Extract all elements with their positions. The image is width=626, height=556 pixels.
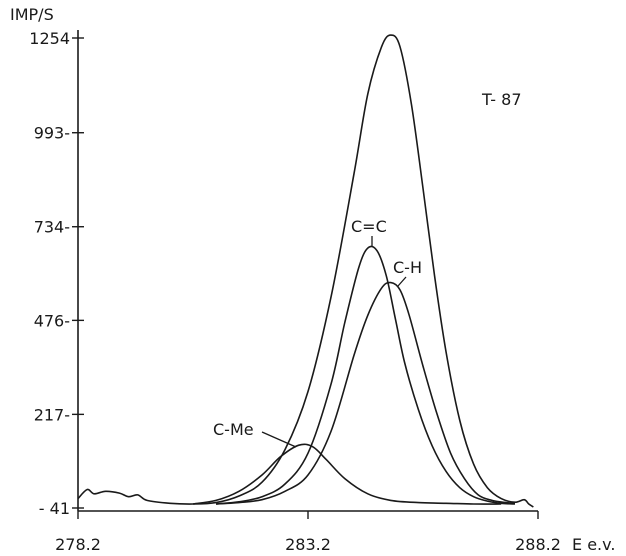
- x-axis-label: E e.v.: [572, 535, 615, 554]
- series-line-c-h: [215, 281, 516, 505]
- peak-annotations: C=C C-H C-Me: [213, 217, 422, 448]
- series-line-c-c: [215, 245, 516, 505]
- leader-c-me: [261, 431, 297, 448]
- y-tick-label: 993-: [34, 124, 70, 143]
- y-tick-label: 217-: [34, 405, 70, 424]
- series-group: [77, 34, 534, 508]
- y-tick-label: 734-: [34, 218, 70, 237]
- annotation-c-h: C-H: [393, 258, 422, 277]
- x-tick-label: 283.2: [285, 535, 331, 554]
- annotation-c-c: C=C: [351, 217, 387, 236]
- sample-label: T- 87: [481, 90, 522, 109]
- annotation-c-me: C-Me: [213, 420, 254, 439]
- y-axis-label: IMP/S: [10, 5, 54, 24]
- y-tick-label: 476-: [34, 311, 70, 330]
- y-tick-label: - 41: [39, 499, 70, 518]
- y-ticks: - 41 217- 476- 734- 993- 1254: [29, 29, 84, 518]
- series-line-c-me: [192, 443, 502, 505]
- series-line-total: [77, 34, 534, 508]
- y-tick-label: 1254: [29, 29, 70, 48]
- x-tick-label: 288.2: [515, 535, 561, 554]
- x-ticks: 278.2 283.2 288.2: [55, 511, 561, 554]
- leader-c-h: [397, 276, 407, 287]
- x-tick-label: 278.2: [55, 535, 101, 554]
